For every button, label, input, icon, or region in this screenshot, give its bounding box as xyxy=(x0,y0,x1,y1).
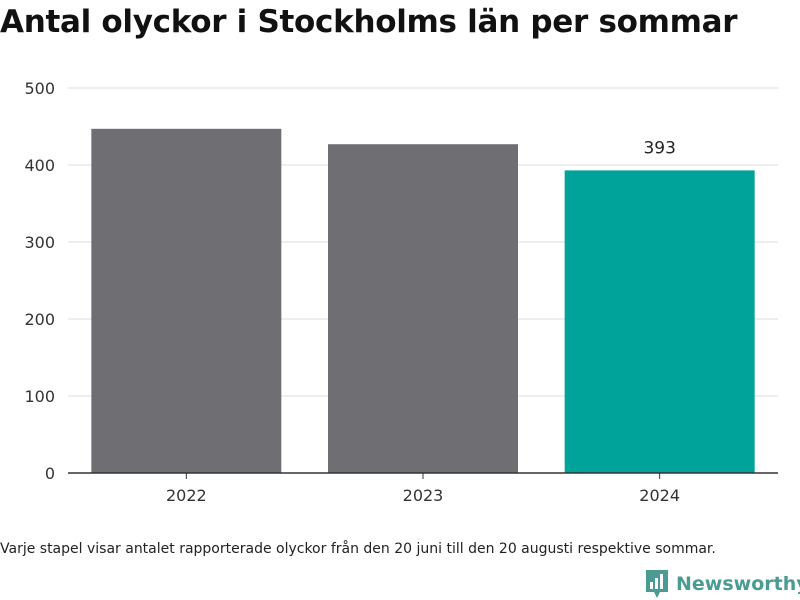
brand-logo: Newsworthy xyxy=(644,568,800,600)
bar-chart: 0 100 200 300 400 500 393 2022 2023 2024 xyxy=(24,79,778,505)
y-axis-ticks: 0 100 200 300 400 500 xyxy=(24,79,55,483)
x-tick-label: 2024 xyxy=(639,486,680,505)
y-tick-label: 500 xyxy=(24,79,55,98)
footnote: Varje stapel visar antalet rapporterade … xyxy=(0,541,716,557)
y-tick-label: 400 xyxy=(24,156,55,175)
brand-name: Newsworthy xyxy=(676,573,800,595)
chart-title: Antal olyckor i Stockholms län per somma… xyxy=(0,4,738,40)
x-axis: 2022 2023 2024 xyxy=(68,472,778,505)
y-tick-label: 200 xyxy=(24,310,55,329)
bar-2023 xyxy=(328,144,518,473)
y-tick-label: 0 xyxy=(45,464,55,483)
x-tick-label: 2022 xyxy=(166,486,207,505)
x-tick-label: 2023 xyxy=(403,486,444,505)
newsworthy-logo-icon xyxy=(646,570,668,598)
bar-2024 xyxy=(564,170,755,473)
y-tick-label: 100 xyxy=(24,387,55,406)
data-labels: 393 xyxy=(643,138,675,158)
bar-2022 xyxy=(91,128,282,473)
data-label-2024: 393 xyxy=(643,138,675,158)
bars xyxy=(91,128,755,473)
y-tick-label: 300 xyxy=(24,233,55,252)
